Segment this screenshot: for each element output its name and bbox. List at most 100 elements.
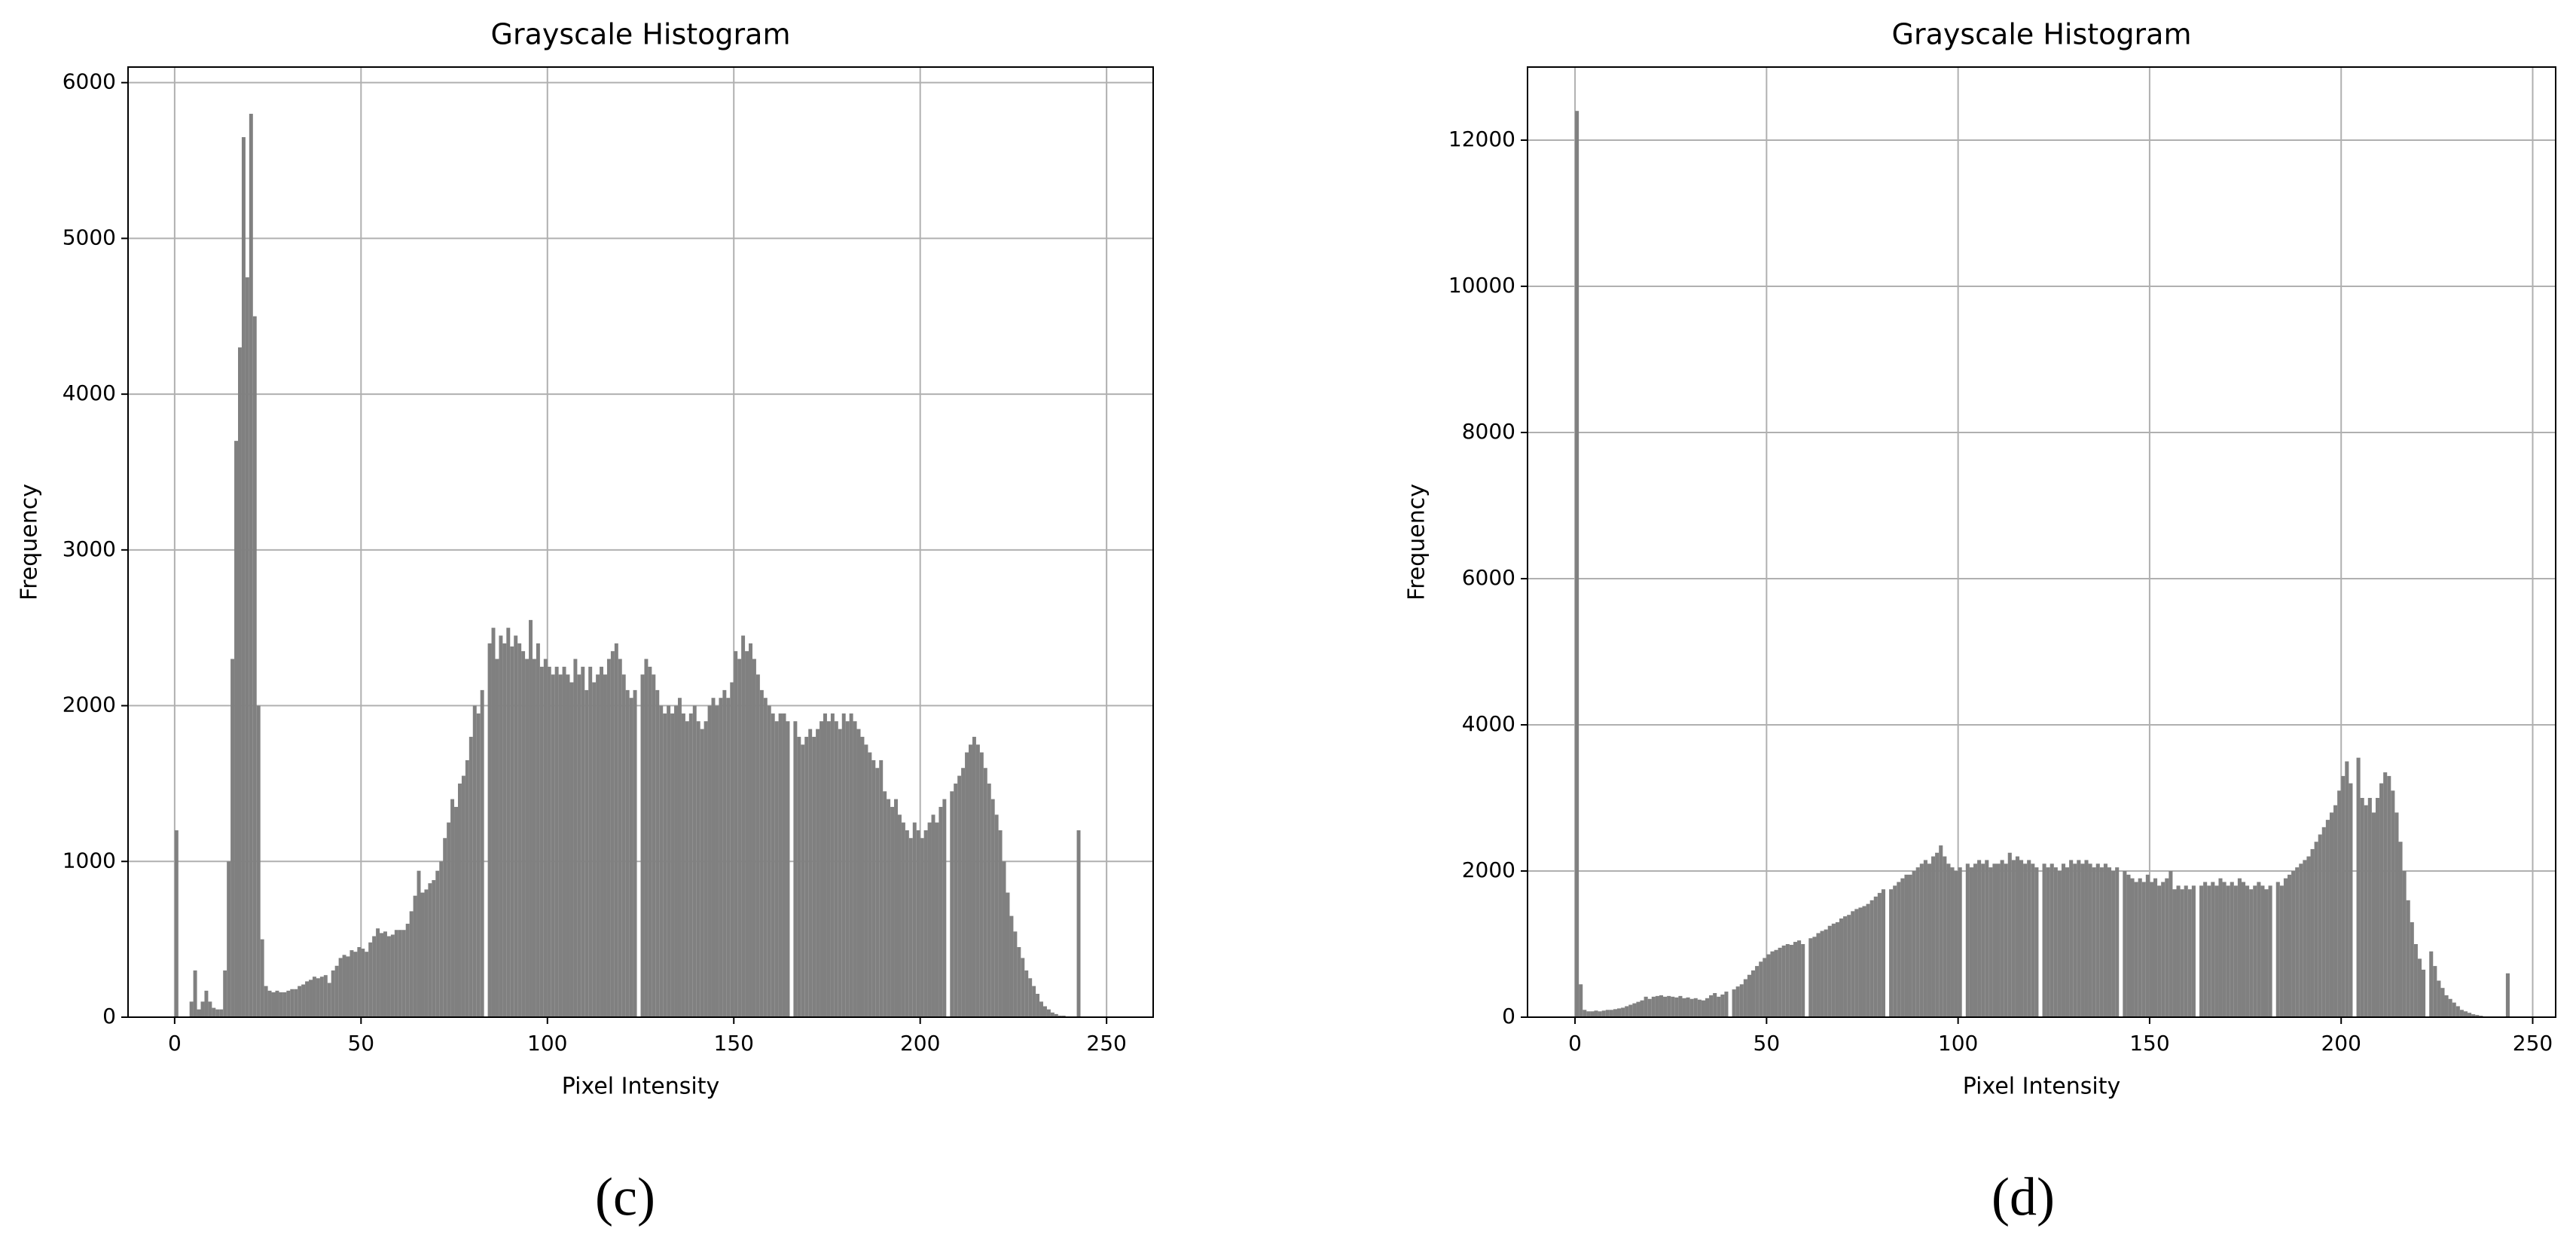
bar xyxy=(204,990,209,1017)
bar xyxy=(1590,1011,1595,1017)
bar xyxy=(551,674,555,1017)
bar xyxy=(1893,885,1897,1017)
bar xyxy=(409,911,414,1017)
bar xyxy=(1812,937,1817,1017)
bar xyxy=(931,814,935,1017)
bar xyxy=(670,713,675,1017)
bar xyxy=(1655,995,1659,1017)
bar xyxy=(1977,860,1982,1017)
x-tick-label: 100 xyxy=(527,1031,567,1056)
bar xyxy=(1617,1008,1622,1017)
bar xyxy=(1058,1015,1062,1017)
bar xyxy=(1575,111,1579,1018)
bar xyxy=(2126,874,2131,1017)
bar xyxy=(2394,812,2399,1017)
bar xyxy=(2463,1011,2468,1017)
bar xyxy=(1659,995,1664,1017)
bar xyxy=(245,277,249,1018)
bar xyxy=(372,936,377,1017)
bar xyxy=(923,830,928,1017)
bar xyxy=(1778,947,1782,1017)
x-tick-label: 0 xyxy=(1568,1031,1582,1056)
bar xyxy=(2345,761,2349,1017)
bar xyxy=(357,946,362,1017)
bar xyxy=(920,838,924,1017)
bar xyxy=(1877,893,1882,1017)
bar xyxy=(2422,969,2426,1017)
bar xyxy=(562,666,566,1017)
bar xyxy=(2367,798,2372,1017)
bar xyxy=(316,978,320,1017)
chart-title: Grayscale Histogram xyxy=(1892,18,2192,51)
bar xyxy=(954,783,958,1017)
bar xyxy=(2433,966,2437,1017)
bar xyxy=(2099,867,2104,1017)
bar xyxy=(2007,852,2012,1017)
bar xyxy=(558,674,563,1017)
bar xyxy=(2349,783,2353,1017)
bar xyxy=(950,791,954,1017)
bar xyxy=(965,752,969,1017)
bar xyxy=(935,822,939,1017)
bar xyxy=(621,674,626,1017)
bar xyxy=(700,729,704,1017)
bar xyxy=(2157,885,2162,1017)
bar xyxy=(752,659,756,1017)
bar xyxy=(677,698,682,1017)
bar xyxy=(1705,998,1710,1017)
bar xyxy=(1625,1006,1629,1017)
bar xyxy=(640,674,645,1017)
bar xyxy=(1763,958,1767,1017)
bar xyxy=(1827,925,1832,1017)
x-tick-label: 50 xyxy=(1753,1031,1781,1056)
bar xyxy=(890,806,895,1017)
bar xyxy=(1697,999,1702,1017)
bar xyxy=(1594,1010,1598,1017)
bar xyxy=(334,965,339,1017)
bar xyxy=(234,441,238,1017)
bar xyxy=(1923,860,1927,1017)
bar xyxy=(610,651,615,1017)
bar xyxy=(2031,863,2035,1017)
bar xyxy=(2237,878,2242,1017)
bar xyxy=(1835,921,1839,1017)
bar xyxy=(853,721,857,1017)
bar xyxy=(849,713,853,1017)
bar xyxy=(1050,1012,1055,1017)
bar xyxy=(1717,996,1721,1017)
bar xyxy=(1965,863,1970,1017)
bar xyxy=(2222,882,2227,1017)
bar xyxy=(663,713,667,1017)
bar xyxy=(2004,863,2008,1017)
bar xyxy=(1013,931,1018,1017)
x-tick-label: 200 xyxy=(900,1031,940,1056)
bar xyxy=(834,721,838,1017)
bar xyxy=(2115,867,2120,1017)
bar xyxy=(1908,874,1912,1017)
bar xyxy=(2019,860,2024,1017)
bar xyxy=(1663,996,1668,1017)
bar xyxy=(1732,989,1736,1017)
y-axis-label: Frequency xyxy=(17,484,43,601)
bar xyxy=(2444,995,2449,1017)
bar xyxy=(1931,856,1936,1017)
bar xyxy=(323,975,328,1017)
bar xyxy=(908,838,913,1017)
bar xyxy=(1651,996,1656,1017)
bar xyxy=(2459,1010,2464,1017)
bar xyxy=(2360,798,2364,1017)
bar xyxy=(711,698,716,1017)
bar xyxy=(264,986,268,1017)
bar xyxy=(681,713,685,1017)
bar xyxy=(2073,863,2077,1017)
bar xyxy=(1785,944,1790,1017)
bar xyxy=(722,689,727,1017)
x-tick-label: 150 xyxy=(2129,1031,2169,1056)
bar xyxy=(1021,958,1025,1017)
bar xyxy=(581,666,585,1017)
bar xyxy=(465,759,469,1017)
bar xyxy=(749,643,752,1017)
bar xyxy=(868,752,872,1017)
bar xyxy=(667,705,671,1017)
bar xyxy=(939,806,943,1017)
